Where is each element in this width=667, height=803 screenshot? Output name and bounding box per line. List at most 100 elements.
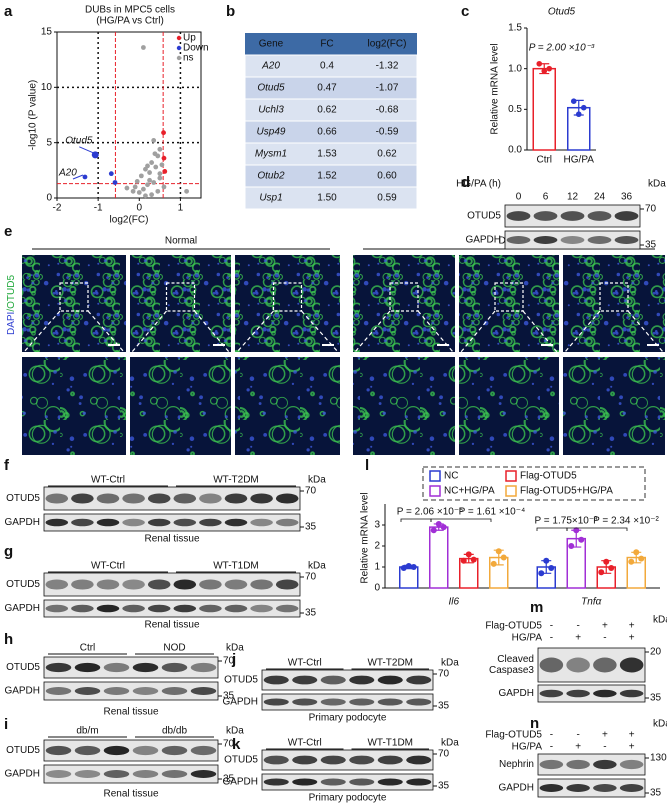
data-point (132, 184, 138, 190)
table-cell: -0.68 (376, 105, 399, 116)
blot-band (619, 784, 644, 792)
data-point (430, 527, 437, 534)
data-point (130, 188, 136, 194)
marker-label: 35 (438, 701, 450, 712)
roi-box (494, 282, 524, 312)
annotation: Otud5 (65, 135, 93, 146)
blot-band (614, 211, 639, 221)
blot-band (250, 604, 273, 613)
blot-band (275, 579, 299, 590)
blot-membrane (43, 513, 301, 532)
condition-value: - (576, 621, 579, 632)
data-point (153, 164, 159, 170)
data-point (159, 162, 165, 168)
legend-swatch (429, 485, 441, 497)
blot-band (566, 689, 590, 698)
table-header-cell: Gene (259, 39, 284, 50)
blot-row-label: Caspase3 (489, 665, 534, 676)
blot-band (45, 770, 72, 778)
legend-marker (176, 45, 182, 51)
legend-label: Flag-OTUD5 (520, 471, 577, 482)
marker-label: 35 (223, 691, 235, 702)
data-point (608, 565, 615, 572)
blot-band (161, 662, 188, 673)
panel-letter: f (4, 457, 10, 474)
data-point (141, 45, 146, 50)
condition-value: - (550, 621, 553, 632)
y-tick-label: 3 (374, 520, 380, 531)
annotation-arrow (72, 174, 84, 180)
group-label: WT-Ctrl (91, 475, 125, 486)
panel-letter: k (232, 736, 241, 753)
significance-bracket (536, 527, 568, 531)
blot-band (132, 662, 159, 673)
data-point (143, 166, 148, 172)
group-label: WT-Ctrl (288, 658, 322, 669)
data-point (548, 565, 555, 572)
blot-band (406, 675, 432, 685)
table-cell: Usp49 (257, 127, 286, 138)
marker-label: 35 (650, 693, 662, 704)
marker-label: 35 (223, 774, 235, 785)
blot-band (147, 579, 171, 590)
blot-band (619, 759, 644, 770)
table-cell: -0.59 (376, 127, 399, 138)
kda-label: kDa (653, 719, 667, 730)
micrograph-zoom (235, 357, 340, 455)
blot-band (122, 579, 145, 590)
annotation-arrow (79, 146, 94, 154)
significance-bracket (400, 518, 432, 522)
data-point (91, 151, 99, 159)
bar (429, 526, 449, 589)
blot-band (132, 687, 159, 695)
panel-letter: i (4, 716, 8, 733)
blot-membrane (261, 773, 434, 791)
blot-band (566, 657, 590, 673)
blot-band (275, 518, 299, 527)
group-label: NOD (163, 643, 185, 654)
significance-bracket (430, 518, 492, 522)
blot-band (533, 211, 558, 221)
micrograph (563, 255, 665, 352)
blot-band (593, 689, 617, 698)
blot-row-label: OTUD5 (6, 493, 40, 504)
x-tick-label: 1 (178, 203, 184, 214)
marker-label: 35 (645, 240, 657, 251)
legend-label: NC (444, 471, 458, 482)
blot-band (320, 698, 346, 706)
data-point (145, 182, 150, 188)
x-tick-label: Tnfα (581, 597, 601, 608)
x-tick-label: -1 (94, 203, 103, 214)
condition-value: + (629, 742, 635, 753)
condition-value: + (629, 730, 635, 741)
blot-band (45, 745, 72, 756)
data-point (578, 536, 585, 543)
roi-box (272, 282, 303, 312)
blot-band (71, 518, 94, 527)
table-cell: Mysm1 (255, 149, 287, 160)
blot-band (132, 770, 159, 778)
marker-label: 35 (305, 608, 317, 619)
blot-band (292, 755, 318, 765)
blot-caption: Primary podocyte (309, 713, 387, 724)
blot-band (533, 236, 558, 244)
chart-title: DUBs in MPC5 cells (85, 5, 175, 16)
blot-band (263, 778, 289, 786)
blot-band (619, 657, 644, 673)
micrograph-zoom (563, 357, 665, 455)
table-cell: 0.62 (317, 105, 337, 116)
data-point (141, 186, 146, 192)
data-point (470, 556, 477, 563)
legend-swatch (429, 470, 441, 482)
blot-band (560, 211, 585, 221)
marker-label: 20 (650, 647, 662, 658)
condition-value: + (575, 742, 581, 753)
blot-band (103, 745, 130, 756)
blot-band (377, 698, 403, 706)
blot-band (45, 518, 69, 527)
roi-box (59, 282, 89, 312)
blot-row-label: GAPDH (4, 769, 40, 780)
lane-label: 6 (543, 192, 549, 203)
panel-letter: n (530, 715, 539, 732)
data-point (500, 554, 507, 561)
